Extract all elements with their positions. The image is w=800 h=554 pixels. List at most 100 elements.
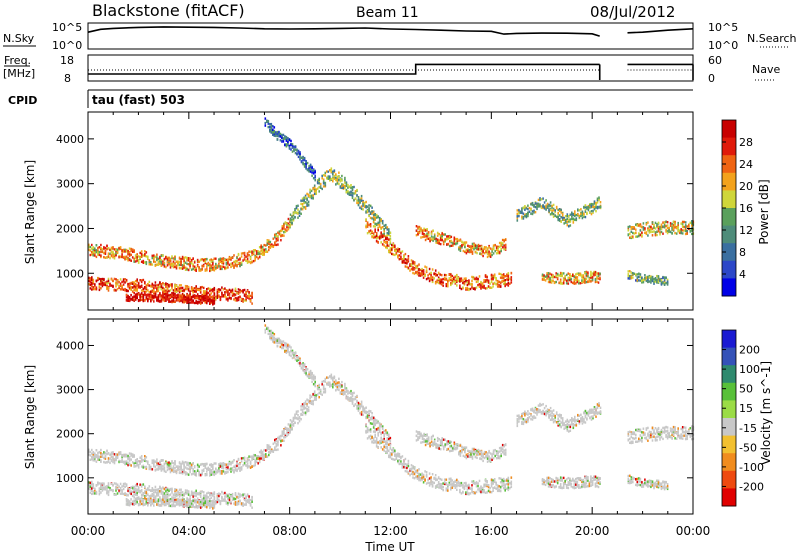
power-cell <box>424 229 427 232</box>
power-cell <box>266 250 269 253</box>
velocity-cell <box>366 428 369 432</box>
velocity-cell <box>201 469 203 472</box>
power-cell <box>466 283 469 287</box>
velocity-cell <box>265 455 267 458</box>
power-cell <box>555 272 557 275</box>
power-cell <box>549 213 552 216</box>
power-cell <box>193 261 196 264</box>
power-cell <box>180 289 182 292</box>
power-colorbar-tick-label: 16 <box>739 202 753 215</box>
power-cell <box>204 301 207 304</box>
power-cell <box>305 162 307 166</box>
power-cell <box>448 273 451 276</box>
power-cell <box>642 281 645 284</box>
power-cell <box>446 235 448 238</box>
velocity-cell <box>313 398 316 401</box>
power-cell <box>236 291 238 295</box>
power-cell <box>433 234 436 238</box>
power-cell <box>666 283 669 286</box>
power-cell <box>648 280 651 283</box>
power-cell <box>635 231 637 234</box>
velocity-cell <box>112 458 114 461</box>
power-cell <box>276 130 279 134</box>
velocity-cell <box>306 398 308 401</box>
power-cell <box>574 210 576 213</box>
power-cell <box>369 225 372 228</box>
power-cell <box>187 268 190 272</box>
velocity-cell <box>332 383 334 386</box>
power-cell <box>243 299 246 302</box>
velocity-cell <box>258 460 261 464</box>
power-cell <box>240 255 243 258</box>
velocity-cell <box>104 451 107 455</box>
velocity-cell <box>172 462 175 465</box>
power-cell <box>137 299 140 303</box>
velocity-cell <box>231 469 234 472</box>
power-cell <box>377 223 379 226</box>
power-cell <box>635 235 637 238</box>
power-cell <box>671 231 673 235</box>
power-cell <box>134 283 137 286</box>
power-cell <box>139 299 141 302</box>
power-cell <box>321 187 323 191</box>
power-cell <box>537 198 540 202</box>
power-cell <box>651 230 654 233</box>
power-cell <box>243 251 246 255</box>
power-cell <box>172 262 175 266</box>
power-cell <box>433 233 436 236</box>
velocity-cell <box>237 457 240 461</box>
power-cell <box>163 299 166 303</box>
power-cell <box>351 186 354 189</box>
power-cell <box>464 241 466 244</box>
power-cell <box>163 257 166 261</box>
power-cell <box>499 272 502 276</box>
power-cell <box>287 143 289 146</box>
velocity-cell <box>357 407 360 410</box>
power-cell <box>503 248 505 251</box>
power-cell <box>677 230 679 233</box>
power-cell <box>151 283 154 286</box>
power-cell <box>372 221 375 224</box>
power-cell <box>103 278 105 282</box>
power-cell <box>240 261 243 264</box>
power-cell <box>213 269 216 272</box>
velocity-cell <box>303 404 305 407</box>
power-cell <box>91 288 93 291</box>
power-cell <box>213 292 216 295</box>
power-cell <box>650 275 652 279</box>
power-cell <box>110 248 113 251</box>
power-colorbar-swatch <box>722 137 736 156</box>
power-cell <box>293 147 295 151</box>
power-cell <box>251 291 253 295</box>
power-cell <box>531 201 534 205</box>
power-cell <box>100 243 102 247</box>
power-cell <box>421 273 423 277</box>
velocity-cell <box>378 429 381 432</box>
velocity-cell <box>255 455 258 458</box>
power-cell <box>552 279 554 282</box>
velocity-cell <box>372 426 375 429</box>
power-cell <box>107 255 110 259</box>
power-cell <box>297 155 300 159</box>
velocity-cell <box>140 460 143 463</box>
power-colorbar-tick-label: 28 <box>739 136 753 149</box>
velocity-cell <box>310 402 313 405</box>
freq-line-0 <box>88 63 600 75</box>
velocity-cell <box>360 405 363 408</box>
power-cell <box>121 280 123 284</box>
power-cell <box>192 265 194 268</box>
power-cell <box>193 301 196 305</box>
velocity-cell <box>227 463 229 467</box>
velocity-cell <box>255 460 258 464</box>
power-cell <box>465 241 468 244</box>
power-cell <box>196 288 199 291</box>
power-cell <box>558 218 561 221</box>
power-cell <box>553 275 556 279</box>
velocity-cell <box>130 452 132 456</box>
velocity-cell <box>283 436 285 439</box>
beam-title: Beam 11 <box>356 5 419 21</box>
power-cell <box>674 231 676 235</box>
power-cell <box>183 266 185 269</box>
power-cell <box>91 247 93 250</box>
velocity-cell <box>109 457 111 460</box>
